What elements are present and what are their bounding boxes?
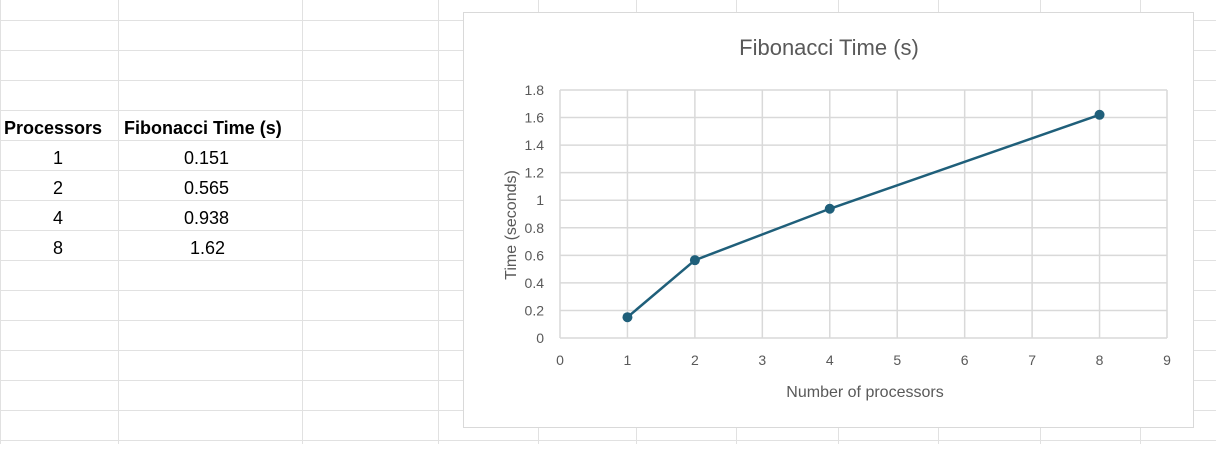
cell-processors[interactable]: 2 <box>53 178 64 198</box>
y-tick-label: 1.8 <box>525 82 545 98</box>
x-tick-label: 3 <box>758 352 766 368</box>
data-point[interactable] <box>689 255 700 266</box>
cell-processors[interactable]: 8 <box>53 238 64 258</box>
cell-time[interactable]: 0.938 <box>184 208 230 228</box>
data-point[interactable] <box>824 203 835 214</box>
y-tick-label: 0.4 <box>525 275 545 291</box>
y-tick-labels: 0 0.2 0.4 0.6 0.8 1 1.2 1.4 1.6 1.8 <box>525 82 545 346</box>
line-chart: Fibonacci Time (s) 0 0.2 0.4 0.6 0.8 1 1.2 1.4 1… <box>503 35 1171 401</box>
x-tick-label: 0 <box>556 352 564 368</box>
column-header-processors[interactable]: Processors <box>4 118 103 138</box>
y-tick-label: 1.4 <box>525 137 545 153</box>
series-line <box>626 113 1100 319</box>
x-tick-label: 4 <box>826 352 834 368</box>
chart-title: Fibonacci Time (s) <box>739 35 919 60</box>
y-tick-label: 0.2 <box>525 302 545 318</box>
cell-time[interactable]: 0.151 <box>184 148 230 168</box>
y-tick-label: 1.6 <box>525 110 545 126</box>
y-tick-label: 1.2 <box>525 165 545 181</box>
chart-gridlines <box>559 89 1168 339</box>
y-tick-label: 1 <box>536 192 544 208</box>
y-tick-label: 0 <box>536 330 544 346</box>
y-tick-label: 0.6 <box>525 247 545 263</box>
cell-time[interactable]: 1.62 <box>190 238 226 258</box>
x-tick-label: 7 <box>1028 352 1036 368</box>
column-header-fibonacci-time[interactable]: Fibonacci Time (s) <box>124 118 282 138</box>
x-axis-title: Number of processors <box>786 384 943 401</box>
cell-processors[interactable]: 1 <box>53 148 64 168</box>
data-point[interactable] <box>1094 109 1105 120</box>
x-tick-label: 6 <box>961 352 969 368</box>
x-tick-label: 5 <box>893 352 901 368</box>
x-tick-label: 9 <box>1163 352 1171 368</box>
data-point[interactable] <box>622 312 633 323</box>
cell-time[interactable]: 0.565 <box>184 178 230 198</box>
data-series <box>622 109 1105 323</box>
y-tick-label: 0.8 <box>525 220 545 236</box>
chart-container[interactable]: Fibonacci Time (s) 0 0.2 0.4 0.6 0.8 1 1.2 1.4 1… <box>463 12 1194 428</box>
cell-processors[interactable]: 4 <box>53 208 64 228</box>
y-axis-title: Time (seconds) <box>503 170 520 280</box>
x-tick-label: 8 <box>1096 352 1104 368</box>
x-tick-label: 1 <box>624 352 632 368</box>
x-tick-label: 2 <box>691 352 699 368</box>
x-tick-labels: 0 1 2 3 4 5 6 7 8 9 <box>556 352 1171 368</box>
